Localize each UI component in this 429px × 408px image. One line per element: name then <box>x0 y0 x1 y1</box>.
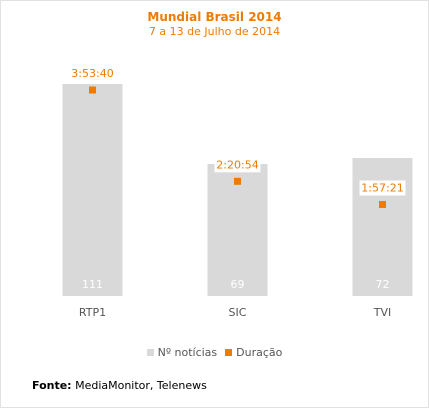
duration-label: 2:20:54 <box>216 158 258 171</box>
duration-marker[interactable] <box>379 200 386 208</box>
bar-value-label: 72 <box>376 278 390 291</box>
category-label: RTP1 <box>79 306 106 319</box>
source-note: Fonte: MediaMonitor, Telenews <box>32 379 207 392</box>
chart-subtitle: 7 a 13 de Julho de 2014 <box>148 25 281 38</box>
bar-tvi[interactable] <box>352 158 413 296</box>
legend-item-duration[interactable]: Duração <box>225 346 282 359</box>
source-text: MediaMonitor, Telenews <box>75 379 207 392</box>
bar-sic[interactable] <box>207 164 268 296</box>
duration-label: 1:57:21 <box>361 181 403 194</box>
chart-title: Mundial Brasil 2014 <box>147 10 282 24</box>
bar-value-label: 111 <box>82 278 103 291</box>
source-label: Fonte: <box>32 379 72 392</box>
legend-swatch-duration <box>225 349 233 356</box>
category-label: TVI <box>373 306 392 319</box>
legend-label-duration: Duração <box>236 346 283 359</box>
chart-legend: Nº notícias Duração <box>0 346 429 359</box>
duration-label-bg <box>69 66 116 81</box>
bar-value-label: 69 <box>231 278 245 291</box>
duration-marker[interactable] <box>89 86 96 94</box>
legend-item-news[interactable]: Nº notícias <box>146 346 218 359</box>
duration-label: 3:53:40 <box>71 67 113 80</box>
duration-label-bg <box>214 157 261 173</box>
legend-swatch-news <box>146 349 154 356</box>
duration-marker[interactable] <box>234 177 241 185</box>
legend-label-news: Nº notícias <box>157 346 218 359</box>
bar-rtp1[interactable] <box>62 84 123 296</box>
duration-label-bg <box>359 180 406 196</box>
category-label: SIC <box>229 306 247 319</box>
